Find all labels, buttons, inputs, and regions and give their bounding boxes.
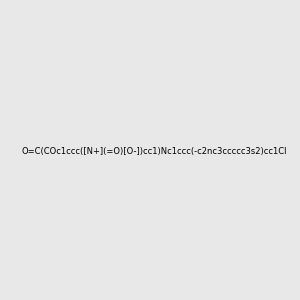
- Text: O=C(COc1ccc([N+](=O)[O-])cc1)Nc1ccc(-c2nc3ccccc3s2)cc1Cl: O=C(COc1ccc([N+](=O)[O-])cc1)Nc1ccc(-c2n…: [21, 147, 286, 156]
